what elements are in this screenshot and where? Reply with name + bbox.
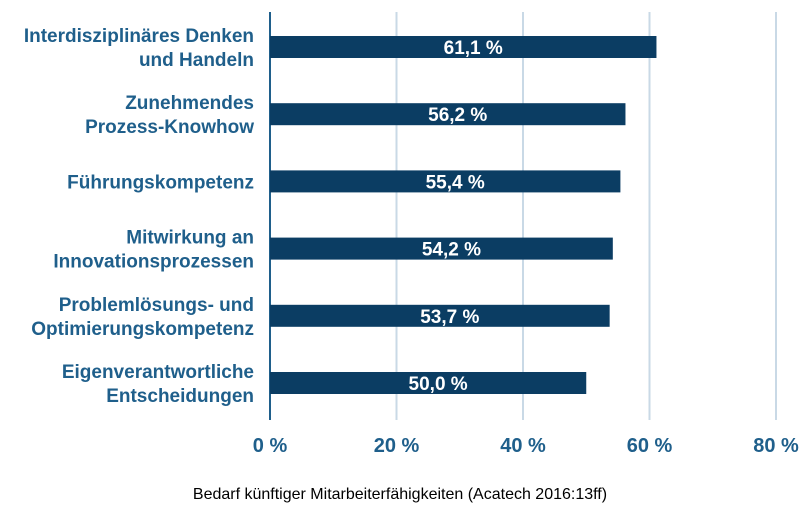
bar-value-label: 50,0 % — [409, 374, 468, 395]
category-label-line: und Handeln — [139, 50, 254, 71]
category-label: Führungskompetenz — [67, 172, 254, 193]
x-tick-label: 40 % — [500, 435, 546, 457]
category-label-line: Prozess-Knowhow — [85, 117, 254, 138]
x-tick-label: 0 % — [253, 435, 288, 457]
x-tick-label: 80 % — [753, 435, 799, 457]
figure-caption: Bedarf künftiger Mitarbeiterfähigkeiten … — [192, 486, 608, 503]
x-tick-label: 60 % — [627, 435, 673, 457]
gridlines — [269, 12, 777, 420]
category-label-line: Eigenverantwortliche — [62, 362, 254, 383]
bar-value-label: 61,1 % — [444, 38, 503, 59]
category-label-line: Optimierungskompetenz — [31, 319, 254, 340]
bar — [270, 237, 613, 260]
x-tick-label: 20 % — [374, 435, 420, 457]
category-label-line: Führungskompetenz — [67, 172, 254, 193]
bar-value-label: 56,2 % — [428, 105, 487, 126]
x-axis-ticks: 0 % 20 % 40 % 60 % 80 % — [253, 435, 799, 457]
category-label: Mitwirkung an Innovationsprozessen — [53, 228, 254, 273]
bar — [270, 103, 626, 126]
category-label: Zunehmendes Prozess-Knowhow — [85, 93, 254, 138]
bars: 61,1 % 56,2 % 55,4 % 54,2 % 53,7 % 50,0 % — [270, 36, 657, 395]
category-label: Interdisziplinäres Denken und Handeln — [24, 26, 254, 71]
category-label-line: Zunehmendes — [125, 93, 254, 114]
category-label: Problemlösungs- und Optimierungskompetenz — [31, 295, 254, 340]
category-label-line: Innovationsprozessen — [53, 252, 254, 273]
bar — [270, 372, 587, 394]
category-labels: Interdisziplinäres Denken und Handeln Zune… — [24, 26, 254, 407]
category-label: Eigenverantwortliche Entscheidungen — [62, 362, 254, 407]
bar — [270, 170, 621, 193]
bar — [270, 36, 657, 58]
category-label-line: Mitwirkung an — [126, 228, 254, 249]
bar — [270, 304, 610, 327]
category-label-line: Entscheidungen — [106, 386, 254, 407]
category-label-line: Interdisziplinäres Denken — [24, 26, 254, 47]
bar-value-label: 53,7 % — [420, 307, 479, 328]
category-label-line: Problemlösungs- und — [59, 295, 254, 316]
bar-value-label: 55,4 % — [426, 172, 485, 193]
bar-value-label: 54,2 % — [422, 240, 481, 261]
